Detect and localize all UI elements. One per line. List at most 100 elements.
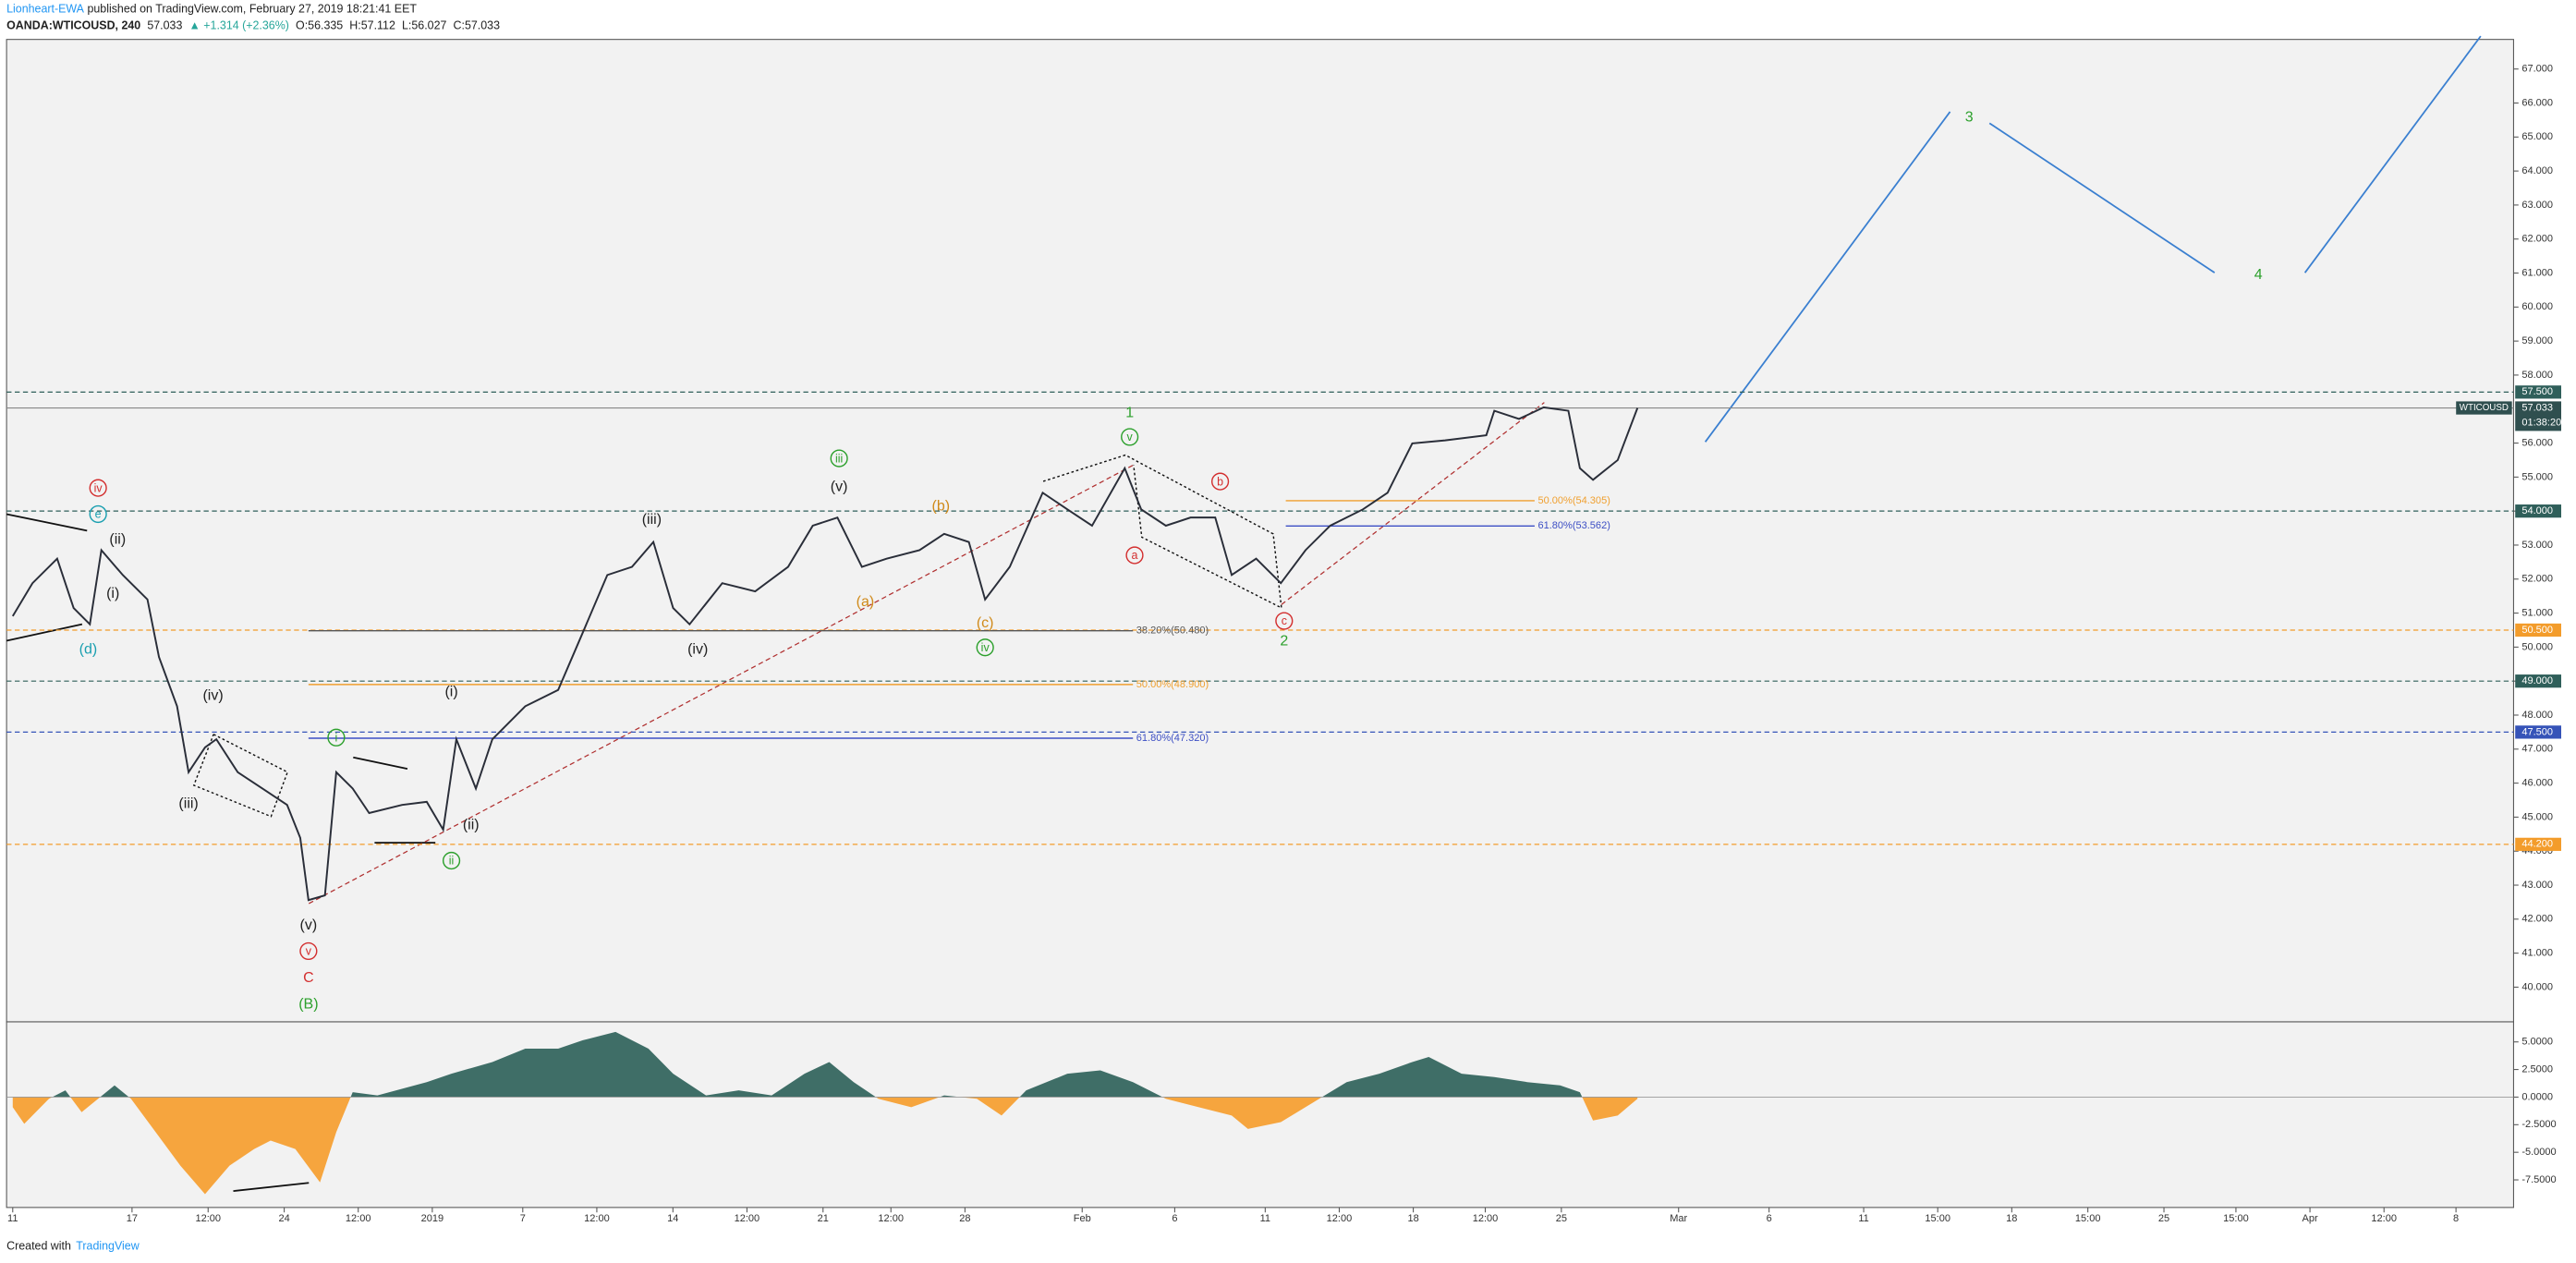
x-tick-label: Mar xyxy=(1670,1213,1687,1224)
wave-label: 3 xyxy=(1965,109,1974,125)
level-label: 54.000 xyxy=(2521,505,2553,516)
wave-circle xyxy=(299,941,318,961)
y-tick-label: 55.000 xyxy=(2521,471,2553,482)
author[interactable]: Lionheart-EWA xyxy=(6,3,85,16)
x-tick-label: 8 xyxy=(2453,1213,2459,1224)
x-tick-label: 17 xyxy=(127,1213,138,1224)
x-tick-label: 25 xyxy=(1556,1213,1567,1224)
x-tick-label: 12:00 xyxy=(346,1213,371,1224)
y-tick-label: 47.000 xyxy=(2521,744,2553,755)
x-tick-label: 15:00 xyxy=(2223,1213,2249,1224)
trendline xyxy=(353,756,408,771)
level-label: 50.500 xyxy=(2521,625,2553,636)
symbol-tag xyxy=(2456,401,2512,415)
x-tick-label: 11 xyxy=(1260,1213,1270,1224)
wave-label: (a) xyxy=(857,594,875,610)
wave-label: iv xyxy=(981,641,990,654)
osc-tick-label: -2.5000 xyxy=(2521,1119,2556,1130)
x-tick-label: 12:00 xyxy=(2371,1213,2397,1224)
osc-area-negative xyxy=(12,1097,1638,1195)
fib-label: 61.80%(53.562) xyxy=(1537,520,1610,531)
x-tick-label: 12:00 xyxy=(1327,1213,1353,1224)
y-tick-label: 51.000 xyxy=(2521,607,2553,618)
wave-label: (iii) xyxy=(642,512,662,528)
x-tick-label: 15:00 xyxy=(2075,1213,2101,1224)
level-tag xyxy=(2515,725,2561,739)
wave-label: b xyxy=(1217,475,1223,488)
oscillator-trendline xyxy=(233,1182,310,1193)
x-tick-label: 2019 xyxy=(421,1213,444,1224)
x-tick-label: 6 xyxy=(1172,1213,1177,1224)
wave-label: (i) xyxy=(106,586,119,601)
y-tick-label: 52.000 xyxy=(2521,574,2553,585)
y-tick-label: 59.000 xyxy=(2521,335,2553,346)
y-tick-label: 46.000 xyxy=(2521,778,2553,789)
y-tick-label: 53.000 xyxy=(2521,540,2553,551)
symbol: OANDA:WTICOUSD, 240 xyxy=(6,19,140,32)
level-label: 49.000 xyxy=(2521,675,2553,686)
last: 57.033 xyxy=(147,19,182,32)
wave-label: (ii) xyxy=(463,818,480,833)
wave-label: v xyxy=(306,945,312,958)
wave-circle xyxy=(1210,472,1230,491)
fib-label: 61.80%(47.320) xyxy=(1136,733,1209,744)
y-tick-label: 40.000 xyxy=(2521,981,2553,992)
x-tick-label: 14 xyxy=(667,1213,678,1224)
price-tag xyxy=(2515,401,2561,431)
wave-label: (iv) xyxy=(202,687,223,703)
wave-circle xyxy=(1125,546,1144,565)
symbol-line: OANDA:WTICOUSD, 240 57.033 ▲ +1.314 (+2.36… xyxy=(6,19,500,32)
wave-label: iii xyxy=(835,452,843,465)
y-tick-label: 56.000 xyxy=(2521,437,2553,448)
x-tick-label: 18 xyxy=(2006,1213,2017,1224)
wave-label: (v) xyxy=(300,917,318,933)
x-tick-label: 12:00 xyxy=(878,1213,904,1224)
fib-label: 50.00%(54.305) xyxy=(1537,495,1610,506)
wave-label: (c) xyxy=(977,615,994,631)
wave-label: v xyxy=(1127,431,1134,443)
price-panel xyxy=(6,39,2514,1023)
y-tick-label: 58.000 xyxy=(2521,370,2553,381)
footer-brand[interactable]: TradingView xyxy=(76,1240,140,1253)
wave-label: i xyxy=(335,731,338,744)
trendline xyxy=(6,623,83,642)
y-tick-label: 60.000 xyxy=(2521,301,2553,312)
wave-label: 2 xyxy=(1280,633,1288,649)
wedge xyxy=(1042,454,1282,610)
projection-arrow xyxy=(1704,111,1951,443)
y-tick-label: 63.000 xyxy=(2521,200,2553,211)
footer-prefix: Created with xyxy=(6,1240,71,1253)
published: published on TradingView.com, February 2… xyxy=(84,3,417,16)
change: ▲ +1.314 (+2.36%) xyxy=(189,19,289,32)
osc-tick-label: -7.5000 xyxy=(2521,1174,2556,1185)
level-tag xyxy=(2515,504,2561,518)
x-tick-label: 7 xyxy=(520,1213,526,1224)
price-line xyxy=(11,406,1639,902)
x-tick-label: 18 xyxy=(1407,1213,1418,1224)
level-tag xyxy=(2515,837,2561,851)
channel xyxy=(1281,402,1545,605)
x-tick-label: Apr xyxy=(2302,1213,2317,1224)
wave-label: (ii) xyxy=(109,531,126,547)
countdown-label: 01:38:20 xyxy=(2521,417,2561,428)
osc-tick-label: -5.0000 xyxy=(2521,1147,2556,1158)
x-tick-label: 21 xyxy=(818,1213,829,1224)
x-tick-label: 12:00 xyxy=(1473,1213,1499,1224)
wave-label: (iv) xyxy=(687,641,708,657)
level-tag xyxy=(2515,623,2561,638)
wave-label: iv xyxy=(94,481,103,494)
wave-circle xyxy=(830,449,848,468)
wedge xyxy=(192,734,289,818)
level-label: 47.500 xyxy=(2521,726,2553,737)
fib-label: 38.20%(50.480) xyxy=(1136,625,1209,637)
y-tick-label: 64.000 xyxy=(2521,165,2553,176)
x-tick-label: 28 xyxy=(959,1213,970,1224)
x-tick-label: 12:00 xyxy=(584,1213,610,1224)
ohlc: L:56.027 xyxy=(402,19,446,32)
y-tick-label: 42.000 xyxy=(2521,914,2553,925)
wave-label: (iii) xyxy=(178,795,198,811)
wave-label: ii xyxy=(449,855,455,868)
wave-circle xyxy=(1275,612,1294,630)
wave-circle xyxy=(327,728,346,747)
